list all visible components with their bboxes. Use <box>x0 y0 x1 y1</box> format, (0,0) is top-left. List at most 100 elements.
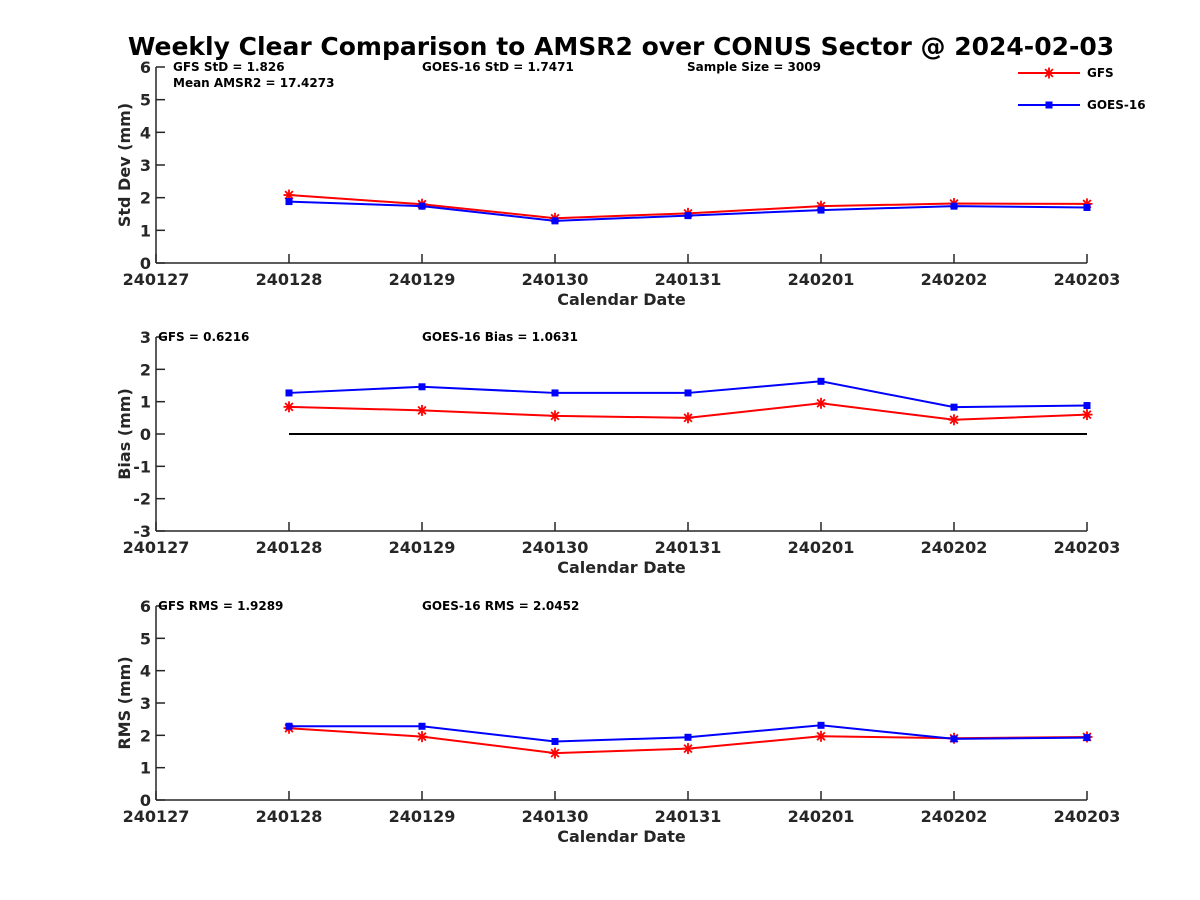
data-point-gfs-stroke <box>683 413 693 423</box>
data-point-goes-16 <box>817 206 825 214</box>
y-axis-label: Std Dev (mm) <box>115 103 134 227</box>
y-tick-label: 5 <box>140 629 151 648</box>
stats-annotation: Sample Size = 3009 <box>687 60 821 74</box>
data-point-gfs <box>815 397 827 409</box>
y-tick-label: 4 <box>140 123 151 142</box>
y-tick-label: 2 <box>140 189 151 208</box>
data-point-gfs-stroke <box>284 402 294 412</box>
data-point-goes-16 <box>1083 734 1091 742</box>
x-tick-label: 240127 <box>123 538 190 557</box>
stats-annotation: GFS RMS = 1.9289 <box>158 599 283 613</box>
legend-marker-goes-16 <box>1045 101 1053 109</box>
y-tick-label: 4 <box>140 662 151 681</box>
data-point-gfs <box>283 401 295 413</box>
y-tick-label: 6 <box>140 597 151 616</box>
x-axis-label: Calendar Date <box>557 558 686 577</box>
data-point-gfs-stroke <box>550 411 560 421</box>
x-tick-label: 240129 <box>389 807 456 826</box>
data-point-goes-16 <box>684 212 692 220</box>
stats-annotation: GFS StD = 1.826 <box>173 60 285 74</box>
legend-marker-gfs <box>1043 67 1055 79</box>
x-tick-label: 240203 <box>1054 270 1121 289</box>
data-point-gfs-stroke <box>949 415 959 425</box>
data-point-goes-16 <box>418 202 426 210</box>
x-tick-label: 240130 <box>522 538 589 557</box>
x-tick-label: 240128 <box>256 807 323 826</box>
x-tick-label: 240203 <box>1054 538 1121 557</box>
data-point-gfs-stroke <box>417 405 427 415</box>
y-tick-label: 3 <box>140 156 151 175</box>
data-point-gfs <box>1081 409 1093 421</box>
data-point-goes-16 <box>950 202 958 210</box>
figure-title: Weekly Clear Comparison to AMSR2 over CO… <box>128 32 1114 61</box>
legend-label-gfs: GFS <box>1087 66 1114 80</box>
plots-group: 240127 240128 240129 240130 240131 240201 2402… <box>115 58 1120 846</box>
x-tick-label: 240201 <box>788 807 855 826</box>
panel-stddev: 240127 240128 240129 240130 240131 240201 2402… <box>115 58 1120 309</box>
x-tick-label: 240202 <box>921 807 988 826</box>
x-tick-label: 240131 <box>655 538 722 557</box>
data-point-goes-16 <box>1083 203 1091 211</box>
y-axis-label: Bias (mm) <box>115 388 134 480</box>
legend-marker-gfs-stroke <box>1044 68 1054 78</box>
y-tick-label: 1 <box>140 393 151 412</box>
data-point-goes-16 <box>950 735 958 743</box>
data-point-gfs-stroke <box>683 744 693 754</box>
x-tick-label: 240130 <box>522 270 589 289</box>
data-point-gfs <box>682 412 694 424</box>
stats-annotation: Mean AMSR2 = 17.4273 <box>173 76 334 90</box>
data-point-gfs-stroke <box>550 748 560 758</box>
data-point-gfs-stroke <box>1082 410 1092 420</box>
y-tick-label: -3 <box>133 522 151 541</box>
data-point-goes-16 <box>684 389 692 397</box>
data-point-goes-16 <box>817 721 825 729</box>
panel-bias: 240127 240128 240129 240130 240131 240201 2402… <box>115 328 1120 577</box>
data-point-gfs-stroke <box>284 190 294 200</box>
data-point-gfs-stroke <box>816 398 826 408</box>
y-tick-label: 1 <box>140 221 151 240</box>
data-point-goes-16 <box>418 383 426 391</box>
data-point-gfs <box>416 731 428 743</box>
x-tick-label: 240131 <box>655 270 722 289</box>
stats-annotation: GFS = 0.6216 <box>158 330 249 344</box>
y-tick-label: 3 <box>140 328 151 347</box>
x-tick-label: 240128 <box>256 538 323 557</box>
y-tick-label: 0 <box>140 791 151 810</box>
stats-annotation: GOES-16 RMS = 2.0452 <box>422 599 579 613</box>
y-tick-label: 0 <box>140 254 151 273</box>
data-point-goes-16 <box>950 403 958 411</box>
y-tick-label: -1 <box>133 457 151 476</box>
x-tick-label: 240203 <box>1054 807 1121 826</box>
y-tick-label: 0 <box>140 425 151 444</box>
x-tick-label: 240129 <box>389 538 456 557</box>
y-tick-label: 5 <box>140 91 151 110</box>
x-axis-label: Calendar Date <box>557 827 686 846</box>
x-tick-label: 240127 <box>123 270 190 289</box>
data-point-goes-16 <box>551 737 559 745</box>
panel-rms: 240127 240128 240129 240130 240131 240201 2402… <box>115 597 1120 846</box>
data-point-goes-16 <box>551 389 559 397</box>
stats-annotation: GOES-16 Bias = 1.0631 <box>422 330 578 344</box>
data-point-goes-16 <box>551 217 559 225</box>
data-point-gfs <box>948 414 960 426</box>
data-point-goes-16 <box>1083 402 1091 410</box>
stats-annotation: GOES-16 StD = 1.7471 <box>422 60 574 74</box>
y-axis-label: RMS (mm) <box>115 656 134 749</box>
data-point-gfs <box>549 410 561 422</box>
data-point-goes-16 <box>418 722 426 730</box>
y-tick-label: -2 <box>133 490 151 509</box>
y-tick-label: 2 <box>140 726 151 745</box>
y-tick-label: 6 <box>140 58 151 77</box>
x-tick-label: 240127 <box>123 807 190 826</box>
data-point-goes-16 <box>285 198 293 206</box>
x-tick-label: 240128 <box>256 270 323 289</box>
x-axis-label: Calendar Date <box>557 290 686 309</box>
data-point-goes-16 <box>285 389 293 397</box>
data-point-gfs-stroke <box>417 732 427 742</box>
x-tick-label: 240202 <box>921 538 988 557</box>
data-point-goes-16 <box>285 722 293 730</box>
legend-label-goes-16: GOES-16 <box>1087 98 1146 112</box>
data-point-goes-16 <box>684 733 692 741</box>
